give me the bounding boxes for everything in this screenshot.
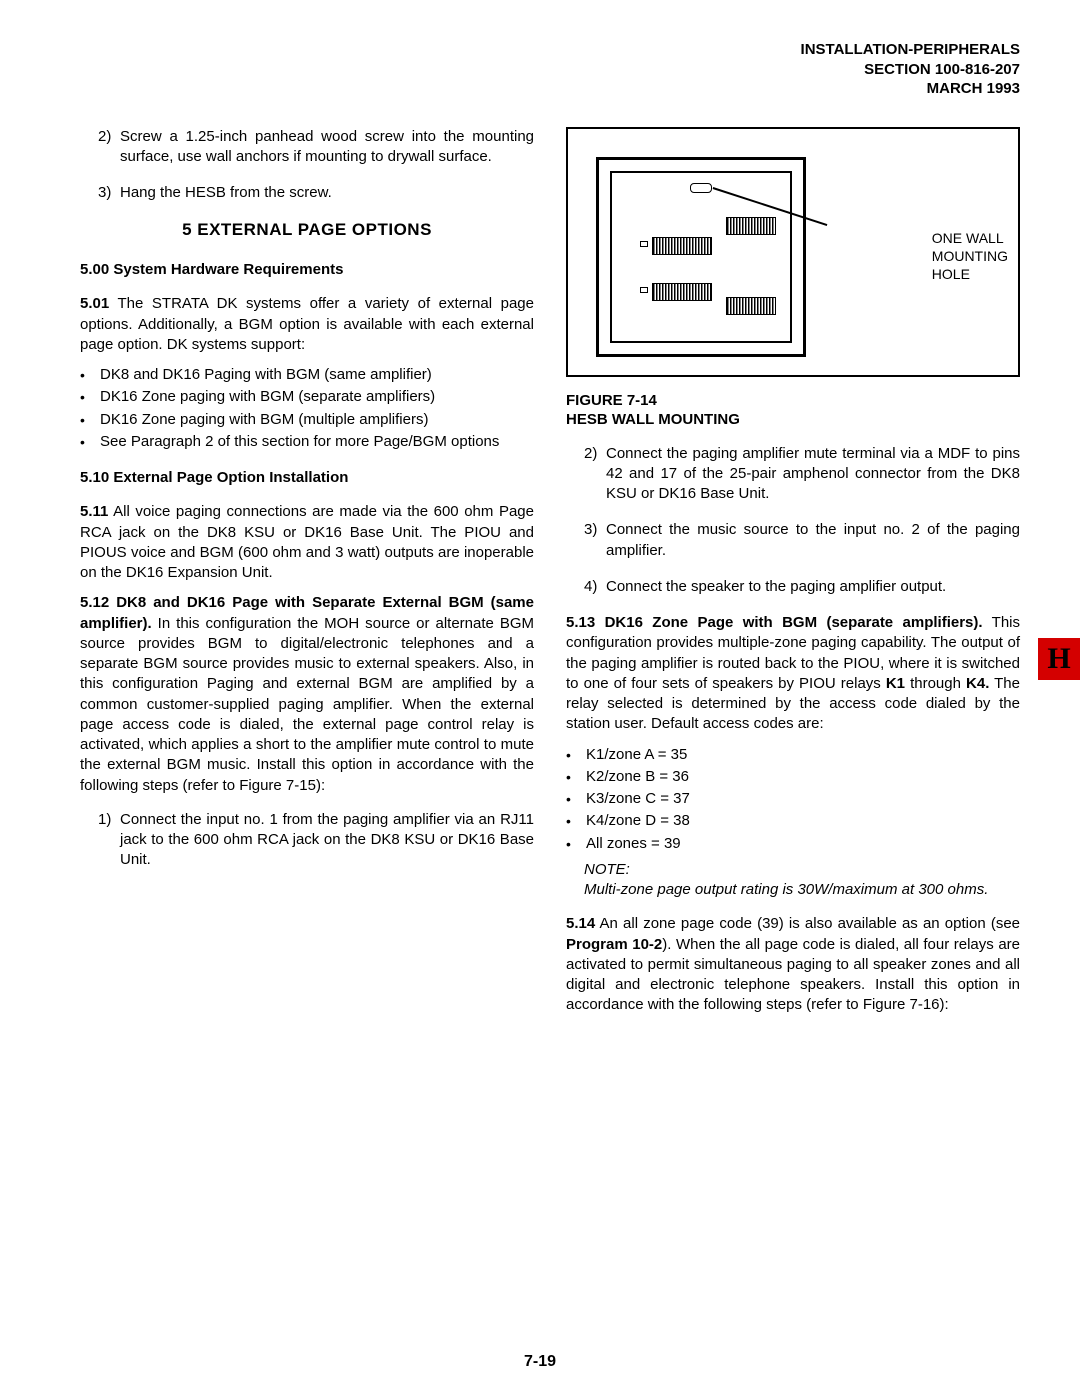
relay-k4: K4. [966,675,989,692]
bullet-text: K1/zone A = 35 [586,745,687,765]
list-item: K3/zone C = 37 [566,789,1020,809]
section-tab-h: H [1038,638,1080,680]
step-num: 3) [98,183,120,203]
page-header: INSTALLATION-PERIPHERALS SECTION 100-816… [80,40,1020,99]
vent-icon [652,237,712,255]
step-num: 1) [98,810,120,871]
caption-l1: FIGURE 7-14 [566,391,1020,411]
program-ref: Program 10-2 [566,936,662,953]
step-num: 2) [98,127,120,168]
sub-5-10: 5.10 External Page Option Installation [80,468,534,488]
list-item: DK16 Zone paging with BGM (multiple ampl… [80,410,534,430]
step-text: Hang the HESB from the screw. [120,183,534,203]
bullet-text: K2/zone B = 36 [586,767,689,787]
para-text: The STRATA DK systems offer a variety of… [80,295,534,353]
step-text: Connect the paging amplifier mute termin… [606,444,1020,505]
callout-l2: MOUNTING [932,247,1008,265]
bullet-text: K3/zone C = 37 [586,789,690,809]
step-text: Connect the input no. 1 from the paging … [120,810,534,871]
bullets-5-00: DK8 and DK16 Paging with BGM (same ampli… [80,365,534,452]
zone-codes-list: K1/zone A = 35 K2/zone B = 36 K3/zone C … [566,745,1020,854]
step-text: Screw a 1.25-inch panhead wood screw int… [120,127,534,168]
para-lead: 5.14 [566,915,595,932]
note-block: NOTE: Multi-zone page output rating is 3… [566,860,1020,901]
para-5-01: 5.01 The STRATA DK systems offer a varie… [80,294,534,355]
bullet-text: DK16 Zone paging with BGM (multiple ampl… [100,410,428,430]
left-column: 2) Screw a 1.25-inch panhead wood screw … [80,127,534,1026]
vent-icon [726,297,776,315]
para-mid: through [905,675,966,692]
section-5-title: 5 EXTERNAL PAGE OPTIONS [80,219,534,242]
install-5-12-step-4: 4) Connect the speaker to the paging amp… [566,577,1020,597]
relay-k1: K1 [886,675,905,692]
page-number: 7-19 [0,1351,1080,1373]
bullet-text: DK16 Zone paging with BGM (separate ampl… [100,387,435,407]
figure-7-14-caption: FIGURE 7-14 HESB WALL MOUNTING [566,391,1020,430]
right-column: ONE WALL MOUNTING HOLE FIGURE 7-14 HESB … [566,127,1020,1026]
step-num: 2) [584,444,606,505]
bullet-text: DK8 and DK16 Paging with BGM (same ampli… [100,365,432,385]
list-item: See Paragraph 2 of this section for more… [80,432,534,452]
step-text: Connect the speaker to the paging amplif… [606,577,1020,597]
caption-l2: HESB WALL MOUNTING [566,410,1020,430]
install-step-3: 3) Hang the HESB from the screw. [80,183,534,203]
list-item: K4/zone D = 38 [566,811,1020,831]
mounting-hole-icon [690,183,712,193]
para-lead: 5.01 [80,295,109,312]
list-item: DK8 and DK16 Paging with BGM (same ampli… [80,365,534,385]
para-lead: 5.13 DK16 Zone Page with BGM (separate a… [566,614,983,631]
callout-l3: HOLE [932,265,1008,283]
install-5-12-step-1: 1) Connect the input no. 1 from the pagi… [80,810,534,871]
para-text: All voice paging connections are made vi… [80,503,534,581]
para-text1: An all zone page code (39) is also avail… [595,915,1020,932]
para-5-11: 5.11 All voice paging connections are ma… [80,502,534,583]
para-5-12: 5.12 DK8 and DK16 Page with Separate Ext… [80,593,534,796]
para-5-13: 5.13 DK16 Zone Page with BGM (separate a… [566,613,1020,735]
list-item: All zones = 39 [566,834,1020,854]
hesb-diagram [596,157,806,357]
note-lead: NOTE: [584,860,1020,880]
bullet-text: All zones = 39 [586,834,681,854]
note-text: Multi-zone page output rating is 30W/max… [584,880,1020,900]
sub-5-00: 5.00 System Hardware Requirements [80,260,534,280]
vent-icon [726,217,776,235]
install-5-12-step-3: 3) Connect the music source to the input… [566,520,1020,561]
body-columns: 2) Screw a 1.25-inch panhead wood screw … [80,127,1020,1026]
callout-l1: ONE WALL [932,229,1008,247]
knob-icon [640,241,648,247]
install-5-12-step-2: 2) Connect the paging amplifier mute ter… [566,444,1020,505]
para-text: In this configuration the MOH source or … [80,615,534,794]
para-5-14: 5.14 An all zone page code (39) is also … [566,914,1020,1015]
step-num: 3) [584,520,606,561]
header-line1: INSTALLATION-PERIPHERALS [80,40,1020,60]
figure-7-14-box: ONE WALL MOUNTING HOLE [566,127,1020,377]
bullet-text: See Paragraph 2 of this section for more… [100,432,499,452]
knob-icon [640,287,648,293]
bullet-text: K4/zone D = 38 [586,811,690,831]
list-item: K2/zone B = 36 [566,767,1020,787]
list-item: DK16 Zone paging with BGM (separate ampl… [80,387,534,407]
step-num: 4) [584,577,606,597]
install-step-2: 2) Screw a 1.25-inch panhead wood screw … [80,127,534,168]
list-item: K1/zone A = 35 [566,745,1020,765]
cabinet-inner [610,171,792,343]
vent-icon [652,283,712,301]
step-text: Connect the music source to the input no… [606,520,1020,561]
header-line3: MARCH 1993 [80,79,1020,99]
header-line2: SECTION 100-816-207 [80,60,1020,80]
figure-callout: ONE WALL MOUNTING HOLE [932,229,1008,284]
para-lead: 5.11 [80,503,108,520]
